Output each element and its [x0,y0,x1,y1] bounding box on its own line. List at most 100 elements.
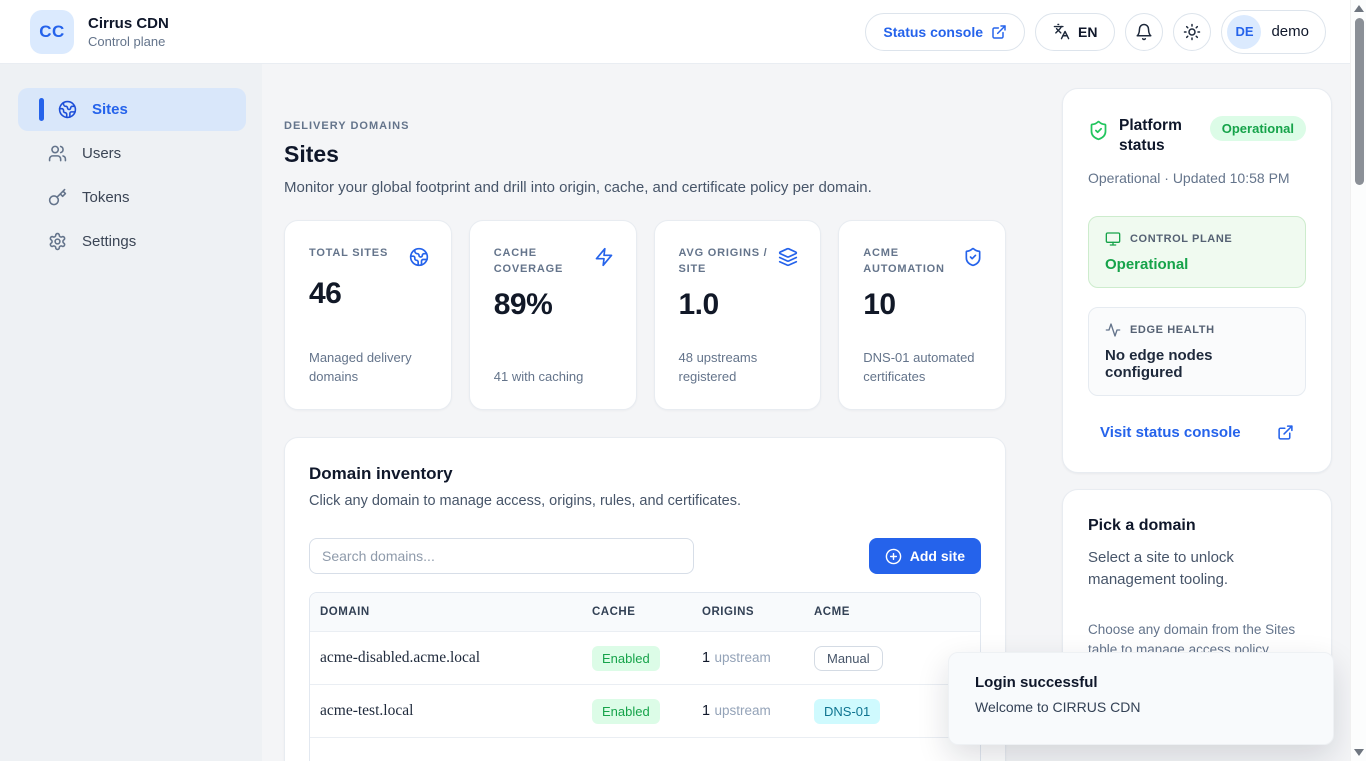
notifications-button[interactable] [1125,12,1164,51]
status-console-label: Status console [883,23,984,40]
sidebar-item-label: Users [82,145,122,162]
search-input[interactable] [309,538,694,574]
cache-status-badge: Enabled [592,645,660,671]
bolt-icon [594,247,614,267]
inventory-subtitle: Click any domain to manage access, origi… [309,493,741,509]
add-site-button[interactable]: Add site [868,538,981,574]
globe-icon [58,100,77,119]
page-title: Sites [284,141,339,167]
stat-label: TOTAL SITES [309,247,389,259]
stat-value: 1.0 [678,287,720,321]
toast-body: Welcome to CIRRUS CDN [975,699,1141,715]
edge-health-value: No edge nodes configured [1105,346,1213,381]
stat-card-cache-coverage: CACHE COVERAGE 89% 41 with caching [468,220,637,410]
sidebar-item-label: Tokens [82,189,130,206]
stat-value: 46 [309,277,342,310]
stat-label: ACME AUTOMATION [863,247,945,275]
visit-status-console-label: Visit status console [1100,423,1241,441]
pulse-icon [1105,322,1121,338]
section-eyebrow: DELIVERY DOMAINS [284,120,410,132]
avatar-initials: DE [1235,24,1254,39]
column-header-acme: ACME [814,606,850,618]
page-description: Monitor your global footprint and drill … [284,179,872,196]
column-header-domain: DOMAIN [320,606,370,618]
brand: CC Cirrus CDN Control plane [30,9,169,54]
key-icon [48,188,67,207]
column-header-cache: CACHE [592,606,636,618]
domain-cell: acme-disabled.acme.local [320,649,481,666]
stat-caption: Managed delivery domains [309,350,412,385]
vertical-scrollbar[interactable] [1350,0,1366,761]
sidebar-item-settings[interactable]: Settings [18,220,246,263]
status-updated-line: Operational · Updated 10:58 PM [1088,169,1290,186]
stat-cards: TOTAL SITES 46 Managed delivery domains … [284,220,1006,410]
external-link-icon [991,24,1007,40]
brand-logo: CC [30,9,74,54]
toast-notification[interactable]: Login successful Welcome to CIRRUS CDN [948,652,1334,745]
origins-count: 1 [702,650,711,666]
status-badge: Operational [1209,116,1306,141]
pick-domain-subtitle: Select a site to unlock management tooli… [1088,548,1234,588]
table-row-partial [310,737,980,761]
theme-toggle-button[interactable] [1173,12,1212,51]
visit-status-console-link[interactable]: Visit status console [1088,424,1306,445]
origins-unit: upstream [714,650,771,665]
scrollbar-down-arrow[interactable] [1354,749,1364,756]
gear-icon [48,232,67,251]
languages-icon [1053,23,1070,40]
sidebar-item-sites[interactable]: Sites [18,88,246,131]
stat-value: 10 [863,287,896,321]
brand-subtitle: Control plane [88,33,166,49]
monitor-icon [1105,231,1121,247]
toast-title: Login successful [975,674,1098,691]
user-menu[interactable]: DE demo [1221,9,1326,54]
sidebar-item-users[interactable]: Users [18,132,246,175]
table-header-row: DOMAIN CACHE ORIGINS ACME [310,593,980,631]
language-label: EN [1078,23,1098,40]
origins-unit: upstream [714,703,771,718]
layers-icon [778,247,798,267]
sidebar-item-tokens[interactable]: Tokens [18,176,246,219]
sidebar-item-label: Sites [92,101,128,118]
external-link-icon [1277,424,1294,441]
stat-card-total-sites: TOTAL SITES 46 Managed delivery domains [284,220,452,410]
stat-label: AVG ORIGINS / SITE [678,247,768,275]
plus-circle-icon [885,548,902,565]
table-row[interactable]: acme-test.local Enabled 1 upstream DNS-0… [310,684,980,737]
pick-domain-title: Pick a domain [1088,516,1196,534]
acme-badge: Manual [814,645,883,671]
table-row[interactable]: acme-disabled.acme.local Enabled 1 upstr… [310,631,980,684]
bell-icon [1135,23,1153,41]
control-plane-value: Operational [1105,255,1189,273]
brand-initials: CC [39,21,65,41]
shield-check-icon [1088,120,1109,141]
sidebar-item-label: Settings [82,233,137,250]
stat-card-acme-automation: ACME AUTOMATION 10 DNS-01 automated cert… [838,220,1006,410]
control-plane-label: CONTROL PLANE [1130,232,1233,245]
cache-status-badge: Enabled [592,698,660,724]
language-selector[interactable]: EN [1035,12,1116,51]
stat-caption: 41 with caching [493,369,584,385]
sidebar: Sites Users Tokens Settings [0,64,262,761]
stat-value: 89% [493,287,553,321]
domain-inventory-card: Domain inventory Click any domain to man… [284,437,1006,761]
main-content: DELIVERY DOMAINS Sites Monitor your glob… [262,64,1046,761]
stat-caption: 48 upstreams registered [678,350,758,385]
status-card-title: Platform status [1119,117,1182,155]
sun-icon [1183,23,1201,41]
app-header: CC Cirrus CDN Control plane Status conso… [0,0,1366,64]
edge-health-box: EDGE HEALTH No edge nodes configured [1088,306,1306,396]
add-site-label: Add site [909,548,965,564]
acme-badge: DNS-01 [814,698,881,724]
scrollbar-up-arrow[interactable] [1354,5,1364,12]
status-console-button[interactable]: Status console [865,12,1026,51]
edge-health-label: EDGE HEALTH [1130,323,1215,336]
shield-check-icon [963,247,983,267]
column-header-origins: ORIGINS [702,606,755,618]
origins-count: 1 [702,703,711,719]
control-plane-box: CONTROL PLANE Operational [1088,215,1306,288]
globe-icon [409,247,429,267]
stat-label: CACHE COVERAGE [493,247,564,275]
scrollbar-thumb[interactable] [1355,18,1364,185]
stat-card-avg-origins: AVG ORIGINS / SITE 1.0 48 upstreams regi… [653,220,822,410]
